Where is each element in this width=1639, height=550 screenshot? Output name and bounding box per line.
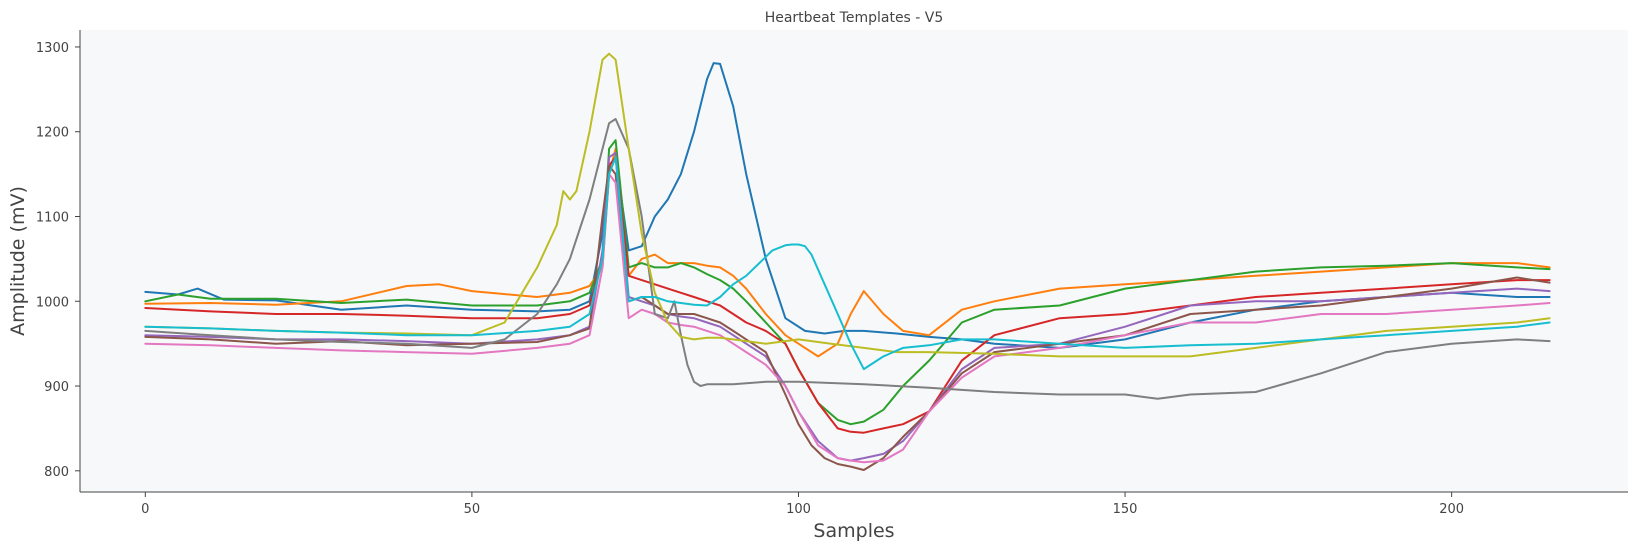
x-tick-label: 200 xyxy=(1439,502,1464,517)
plot-area xyxy=(80,30,1628,492)
series-layer xyxy=(144,52,1551,471)
x-tick-label: 0 xyxy=(141,502,149,517)
y-tick-label: 1200 xyxy=(36,126,69,141)
series-line-1 xyxy=(144,62,1551,349)
y-axis-label: Amplitude (mV) xyxy=(7,186,29,336)
x-tick-label: 150 xyxy=(1113,502,1138,517)
y-tick-label: 1100 xyxy=(36,210,69,225)
series-line-9 xyxy=(144,52,1551,358)
x-tick-label: 100 xyxy=(786,502,811,517)
x-tick-label: 50 xyxy=(464,502,481,517)
series-line-2 xyxy=(144,147,1551,358)
y-tick-label: 800 xyxy=(44,465,69,480)
x-axis-label: Samples xyxy=(813,520,894,542)
series-line-10 xyxy=(144,156,1551,371)
series-line-7 xyxy=(144,173,1551,464)
y-tick-label: 1000 xyxy=(36,295,69,310)
y-tick-label: 1300 xyxy=(36,41,69,56)
chart-title: Heartbeat Templates - V5 xyxy=(765,10,944,26)
series-line-8 xyxy=(144,118,1551,400)
series-line-4 xyxy=(144,156,1551,434)
x-ticks: 0 50 100 150 200 xyxy=(141,492,1464,517)
y-tick-label: 900 xyxy=(44,380,69,395)
y-ticks: 800 900 1000 1100 1200 1300 xyxy=(36,41,80,480)
